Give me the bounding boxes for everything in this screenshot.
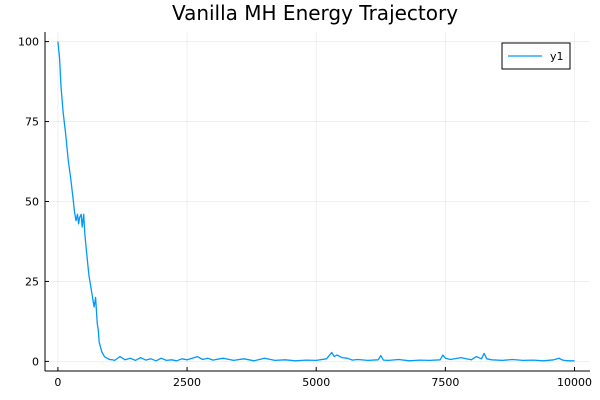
x-tick-label: 10000 [557, 376, 592, 389]
legend: y1 [501, 42, 571, 70]
axis-layer: 0 2500 5000 7500 10000 0 25 50 75 100 [18, 32, 592, 389]
y-tick-label: 50 [25, 196, 39, 209]
x-tick-label: 7500 [431, 376, 459, 389]
grid-layer [45, 32, 590, 371]
x-tick-label: 2500 [173, 376, 201, 389]
y-tick-label: 25 [25, 275, 39, 288]
chart-title: Vanilla MH Energy Trajectory [172, 1, 458, 25]
series-layer [57, 41, 575, 362]
x-tick-label: 0 [54, 376, 61, 389]
legend-label: y1 [550, 50, 564, 63]
y-tick-label: 0 [32, 355, 39, 368]
series-line-y1 [57, 41, 575, 362]
y-tick-label: 100 [18, 36, 39, 49]
x-tick-label: 5000 [302, 376, 330, 389]
y-tick-label: 75 [25, 116, 39, 129]
